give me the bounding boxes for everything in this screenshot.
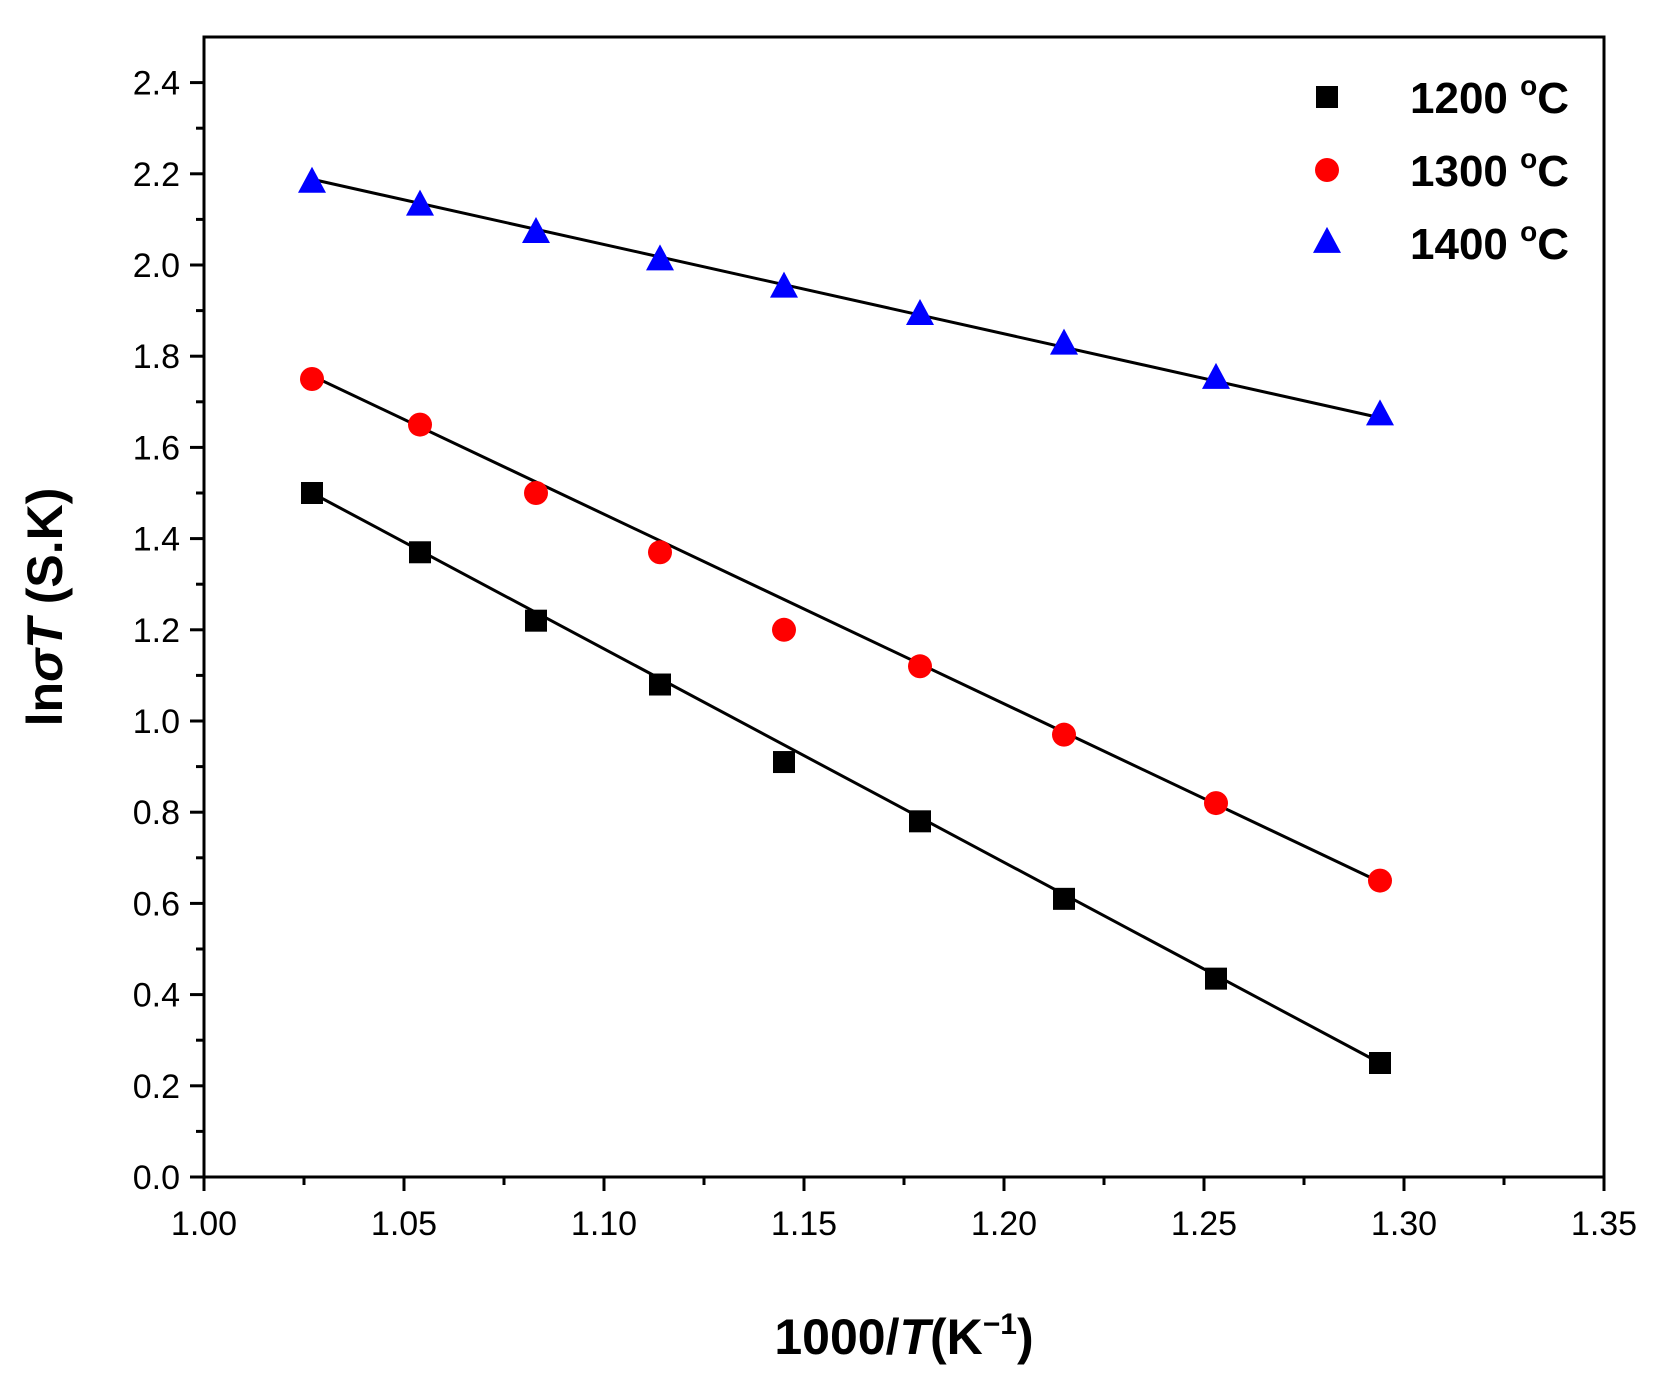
data-point-1400 [1366, 399, 1394, 426]
x-axis-title: 1000/T(K−1) [774, 1308, 1033, 1365]
legend-label-1300: 1300 oC [1410, 143, 1569, 196]
data-point-1300 [1368, 868, 1392, 893]
data-point-1200 [525, 609, 547, 632]
data-point-1300 [772, 617, 796, 642]
x-tick-label: 1.10 [571, 1205, 637, 1243]
y-tick-label: 2.4 [133, 65, 180, 103]
legend-marker-1400 [1313, 226, 1341, 253]
data-point-1300 [300, 367, 324, 391]
data-points [298, 166, 1394, 1074]
y-tick-label: 1.4 [133, 521, 180, 559]
x-tick-label: 1.00 [171, 1205, 237, 1243]
data-point-1200 [1205, 967, 1227, 990]
y-tick-label: 1.8 [133, 338, 180, 376]
y-tick-label: 2.0 [133, 247, 180, 285]
data-point-1200 [773, 751, 795, 774]
x-tick-label: 1.20 [971, 1205, 1037, 1243]
data-point-1400 [646, 244, 674, 271]
x-tick-label: 1.25 [1171, 1205, 1237, 1243]
y-tick-label: 0.8 [133, 794, 180, 832]
legend: 1200 oC 1300 oC 1400 oC [1313, 70, 1569, 269]
ticks: 1.00 1.05 1.10 1.15 1.20 1.25 1.30 1.35 0.0 0.2 0.… [133, 65, 1637, 1243]
data-point-1400 [906, 299, 934, 326]
fit-line-1400 [311, 177, 1381, 420]
x-tick-label: 1.05 [371, 1205, 437, 1243]
legend-label-1400: 1400 oC [1410, 216, 1569, 269]
data-point-1300 [648, 540, 672, 565]
y-tick-label: 0.4 [133, 977, 180, 1015]
data-point-1400 [406, 189, 434, 216]
y-tick-label: 0.6 [133, 885, 180, 923]
data-point-1400 [298, 166, 326, 193]
data-point-1200 [649, 673, 671, 696]
data-point-1400 [1202, 362, 1230, 389]
data-point-1400 [1050, 328, 1078, 355]
data-point-1300 [524, 481, 548, 505]
y-tick-label: 0.0 [133, 1159, 180, 1197]
y-tick-label: 0.2 [133, 1068, 180, 1106]
y-axis-title: lnσT (S.K) [17, 488, 73, 727]
data-point-1300 [1204, 791, 1228, 816]
data-point-1300 [408, 412, 432, 437]
y-tick-label: 1.6 [133, 429, 180, 467]
data-point-1200 [301, 482, 323, 504]
legend-marker-1200 [1316, 86, 1338, 108]
x-tick-label: 1.15 [771, 1205, 837, 1243]
data-point-1300 [908, 654, 932, 679]
data-point-1200 [1053, 887, 1075, 910]
data-point-1200 [1369, 1052, 1391, 1074]
y-tick-label: 1.0 [133, 703, 180, 741]
x-tick-label: 1.30 [1371, 1205, 1437, 1243]
legend-label-1200: 1200 oC [1410, 70, 1569, 123]
legend-marker-1300 [1315, 158, 1339, 182]
fit-lines [311, 177, 1381, 1065]
y-tick-label: 2.2 [133, 156, 180, 194]
data-point-1300 [1052, 722, 1076, 747]
fit-line-1200 [311, 491, 1381, 1065]
fit-line-1300 [311, 374, 1381, 884]
data-point-1400 [522, 216, 550, 243]
data-point-1400 [770, 271, 798, 298]
x-tick-label: 1.35 [1571, 1205, 1637, 1243]
data-point-1200 [409, 541, 431, 564]
y-tick-label: 1.2 [133, 612, 180, 650]
data-point-1200 [909, 810, 931, 833]
